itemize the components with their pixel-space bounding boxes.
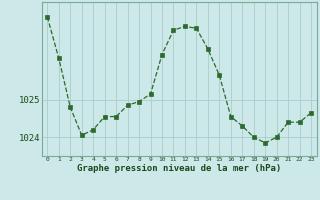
X-axis label: Graphe pression niveau de la mer (hPa): Graphe pression niveau de la mer (hPa)	[77, 164, 281, 173]
